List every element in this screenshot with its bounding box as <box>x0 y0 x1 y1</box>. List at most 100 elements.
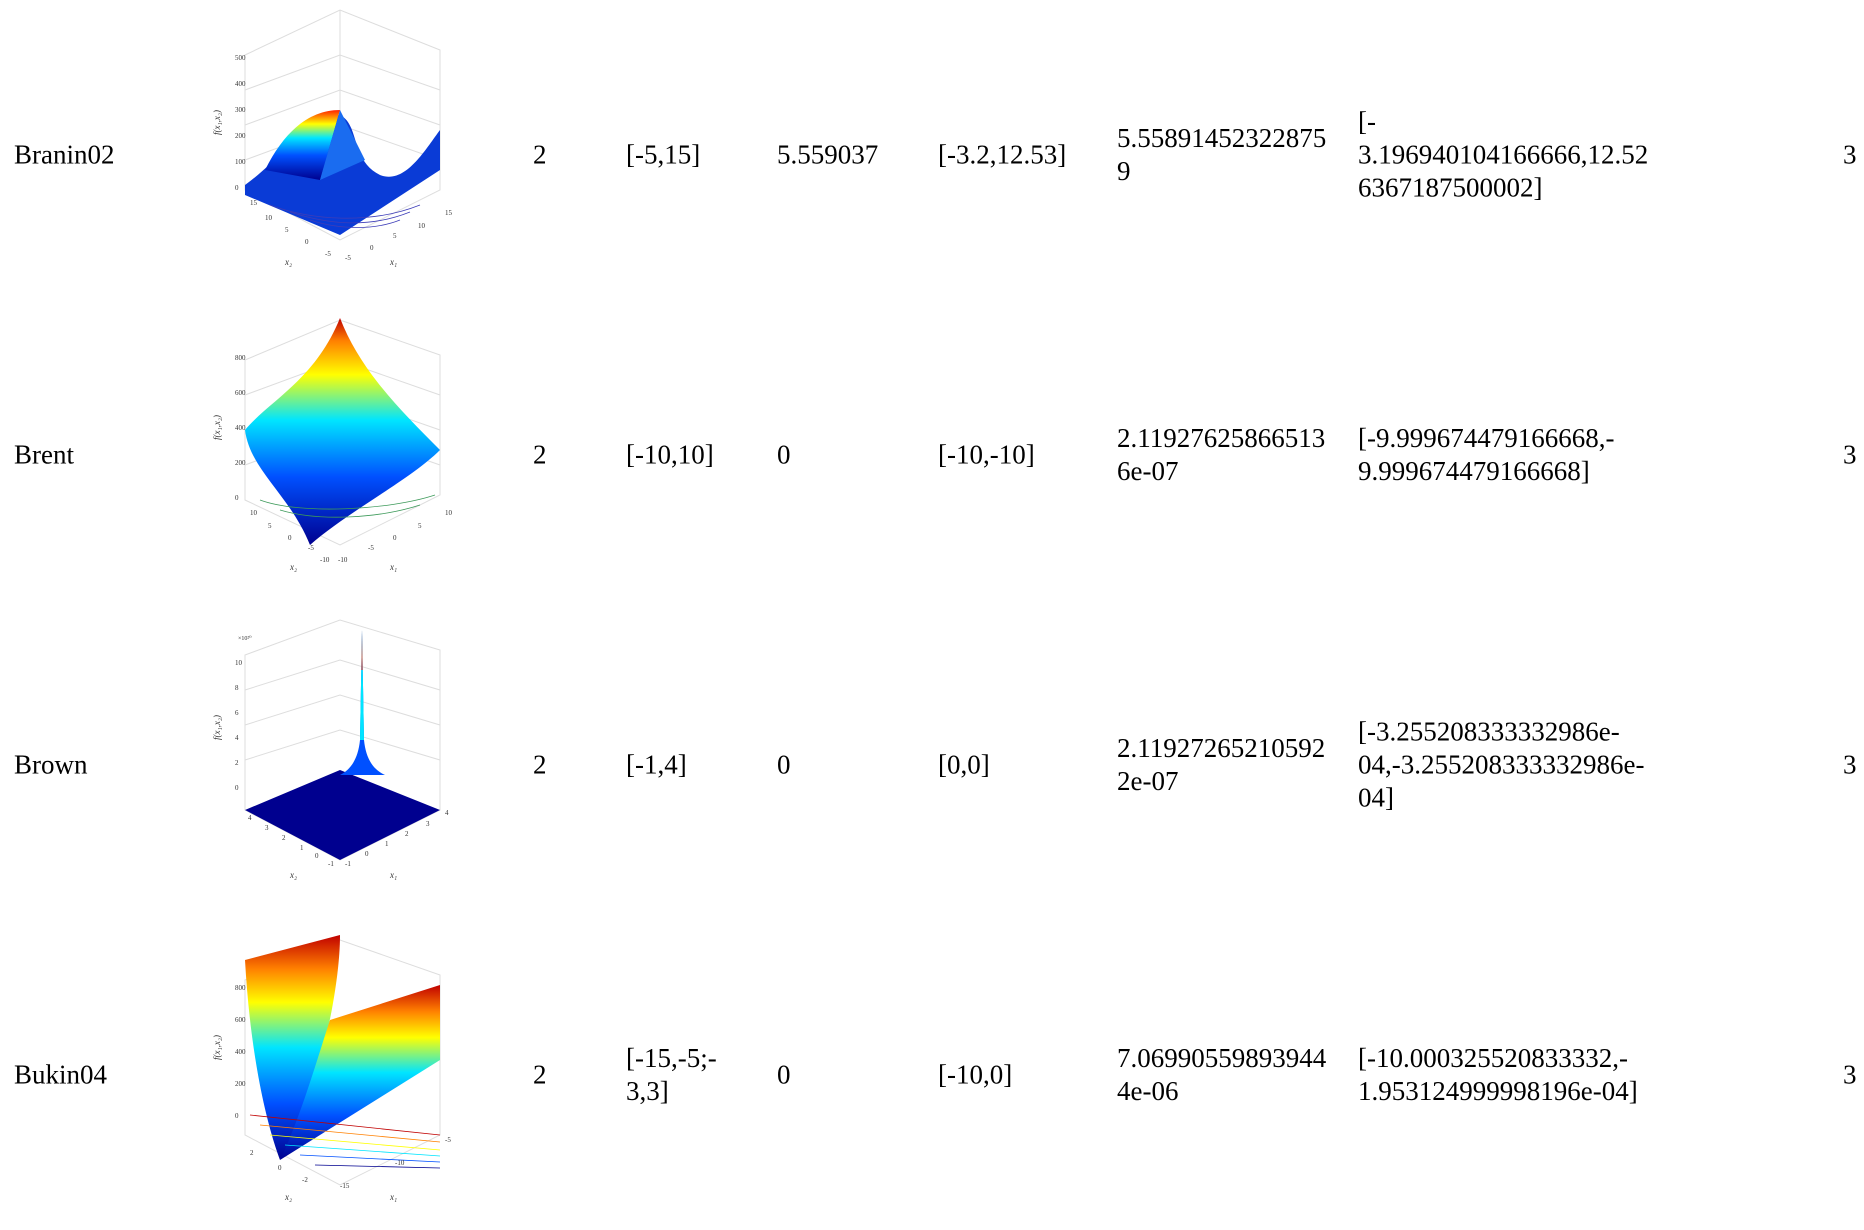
x2-tick: 1 <box>300 844 304 852</box>
surface <box>245 318 440 545</box>
search-range: [-15,-5;- 3,3] <box>626 1043 717 1106</box>
z-tick: 2 <box>235 759 239 767</box>
search-range: [-5,15] <box>626 139 701 170</box>
surface <box>245 770 440 860</box>
found-value: 2.11927265210592 2e-07 <box>1117 733 1326 796</box>
x2-tick: -2 <box>302 1176 308 1184</box>
surface-right-wall <box>280 985 440 1160</box>
optimal-value: 5.559037 <box>777 139 879 170</box>
x2-tick: -10 <box>320 556 330 564</box>
z-tick: 500 <box>235 54 246 62</box>
x1-axis-label: x₁ <box>389 870 397 880</box>
z-axis-label: f(x₁,x₂) <box>212 1035 222 1060</box>
optimal-point: [-10,-10] <box>938 439 1035 470</box>
z-tick: 200 <box>235 132 246 140</box>
z-tick: 4 <box>235 734 239 742</box>
surface-spike-peak <box>361 630 363 670</box>
surface-peak <box>265 110 340 180</box>
x1-tick: -5 <box>368 544 374 552</box>
contour-lines <box>259 494 436 518</box>
z-tick: 200 <box>235 1080 246 1088</box>
x1-tick: 15 <box>445 209 453 217</box>
brent-surface-plot: 800 600 400 200 0 f(x₁,x₂) 10 5 0 -5 -10… <box>212 318 453 572</box>
x2-tick: -5 <box>325 250 331 258</box>
z-tick: 400 <box>235 1048 246 1056</box>
table-row: Branin02 500 400 300 200 <box>0 0 1864 310</box>
x1-tick: 10 <box>445 509 453 517</box>
x2-tick: 15 <box>250 199 258 207</box>
dimension: 2 <box>533 749 547 780</box>
z-tick: 200 <box>235 459 246 467</box>
z-tick: 800 <box>235 984 246 992</box>
found-value: 2.11927625866513 6e-07 <box>1117 423 1326 486</box>
evaluations: 3 <box>1843 749 1857 780</box>
surface-plot: 800 600 400 200 0 f(x₁,x₂) 10 5 0 -5 -10… <box>190 300 500 610</box>
surface-plot: ×10²⁰ 10 8 6 4 2 0 f(x₁,x₂) 4 3 2 1 0 -1… <box>190 610 500 920</box>
x1-axis-label: x₁ <box>389 562 397 572</box>
function-name: Brown <box>14 749 88 780</box>
z-tick: 0 <box>235 784 239 792</box>
x1-tick: 3 <box>426 820 430 828</box>
optimal-value: 0 <box>777 1059 791 1090</box>
x1-tick: -10 <box>395 1159 405 1167</box>
x1-tick: 5 <box>418 522 422 530</box>
x2-tick: 0 <box>305 238 309 246</box>
x1-tick: 0 <box>365 850 369 858</box>
optimal-point: [-10,0] <box>938 1059 1013 1090</box>
surface-plot: 500 400 300 200 100 0 f(x₁,x₂) 15 10 5 0… <box>190 0 500 310</box>
x1-axis-label: x₁ <box>389 257 397 267</box>
x2-axis-label: x₂ <box>284 257 292 267</box>
found-point: [- 3.196940104166666,12.52 6367187500002… <box>1358 106 1649 203</box>
z-axis-label: f(x₁,x₂) <box>212 715 222 740</box>
z-tick: 8 <box>235 684 239 692</box>
x2-tick: -5 <box>308 544 314 552</box>
x2-tick: 10 <box>250 509 258 517</box>
dimension: 2 <box>533 139 547 170</box>
optimal-point: [0,0] <box>938 749 990 780</box>
x1-tick: 10 <box>418 222 426 230</box>
z-tick: 100 <box>235 158 246 166</box>
found-point: [-3.255208333332986e- 04,-3.255208333332… <box>1358 716 1645 813</box>
search-range: [-1,4] <box>626 749 687 780</box>
contour-lines <box>269 204 421 228</box>
evaluations: 3 <box>1843 1059 1857 1090</box>
x2-tick: 10 <box>265 214 273 222</box>
dimension: 2 <box>533 439 547 470</box>
z-tick: 0 <box>235 494 239 502</box>
x2-tick: 0 <box>278 1164 282 1172</box>
dimension: 2 <box>533 1059 547 1090</box>
z-tick: 400 <box>235 80 246 88</box>
z-tick: 10 <box>235 659 243 667</box>
table-row: Brown ×10²⁰ 10 8 6 4 2 0 f(x₁,x₂) 4 3 2 … <box>0 610 1864 920</box>
z-tick: 0 <box>235 184 239 192</box>
x1-tick: 0 <box>393 534 397 542</box>
brown-surface-plot: ×10²⁰ 10 8 6 4 2 0 f(x₁,x₂) 4 3 2 1 0 -1… <box>212 619 449 880</box>
x2-axis-label: x₂ <box>289 562 297 572</box>
x1-axis-label: x₁ <box>389 1192 397 1202</box>
surface-plot: 800 600 400 200 0 f(x₁,x₂) 2 0 -2 -5 -10… <box>190 920 500 1230</box>
evaluations: 3 <box>1843 139 1857 170</box>
bukin-surface-plot: 800 600 400 200 0 f(x₁,x₂) 2 0 -2 -5 -10… <box>212 935 451 1202</box>
optimal-point: [-3.2,12.53] <box>938 139 1067 170</box>
found-point: [-10.000325520833332,- 1.953124999998196… <box>1358 1043 1638 1106</box>
z-exponent: ×10²⁰ <box>238 635 252 642</box>
x2-tick: 0 <box>315 852 319 860</box>
x1-tick: -1 <box>345 860 351 868</box>
evaluations: 3 <box>1843 439 1857 470</box>
x1-tick: -10 <box>338 556 348 564</box>
optimal-value: 0 <box>777 749 791 780</box>
table-row: Bukin04 800 600 400 200 <box>0 920 1864 1230</box>
x2-axis-label: x₂ <box>284 1192 292 1202</box>
table-row: Brent 800 600 400 200 0 f(x₁, <box>0 300 1864 610</box>
x1-tick: 0 <box>370 244 374 252</box>
x2-tick: 0 <box>288 534 292 542</box>
x1-tick: -15 <box>340 1182 350 1190</box>
surface-left-wall <box>245 935 340 1160</box>
surface-spike-top <box>360 630 364 740</box>
z-axis-label: f(x₁,x₂) <box>212 110 222 135</box>
surface-face <box>320 110 365 180</box>
z-tick: 600 <box>235 1016 246 1024</box>
z-tick: 300 <box>235 106 246 114</box>
z-tick: 6 <box>235 709 239 717</box>
branin-surface-plot: 500 400 300 200 100 0 f(x₁,x₂) 15 10 5 0… <box>212 9 453 267</box>
